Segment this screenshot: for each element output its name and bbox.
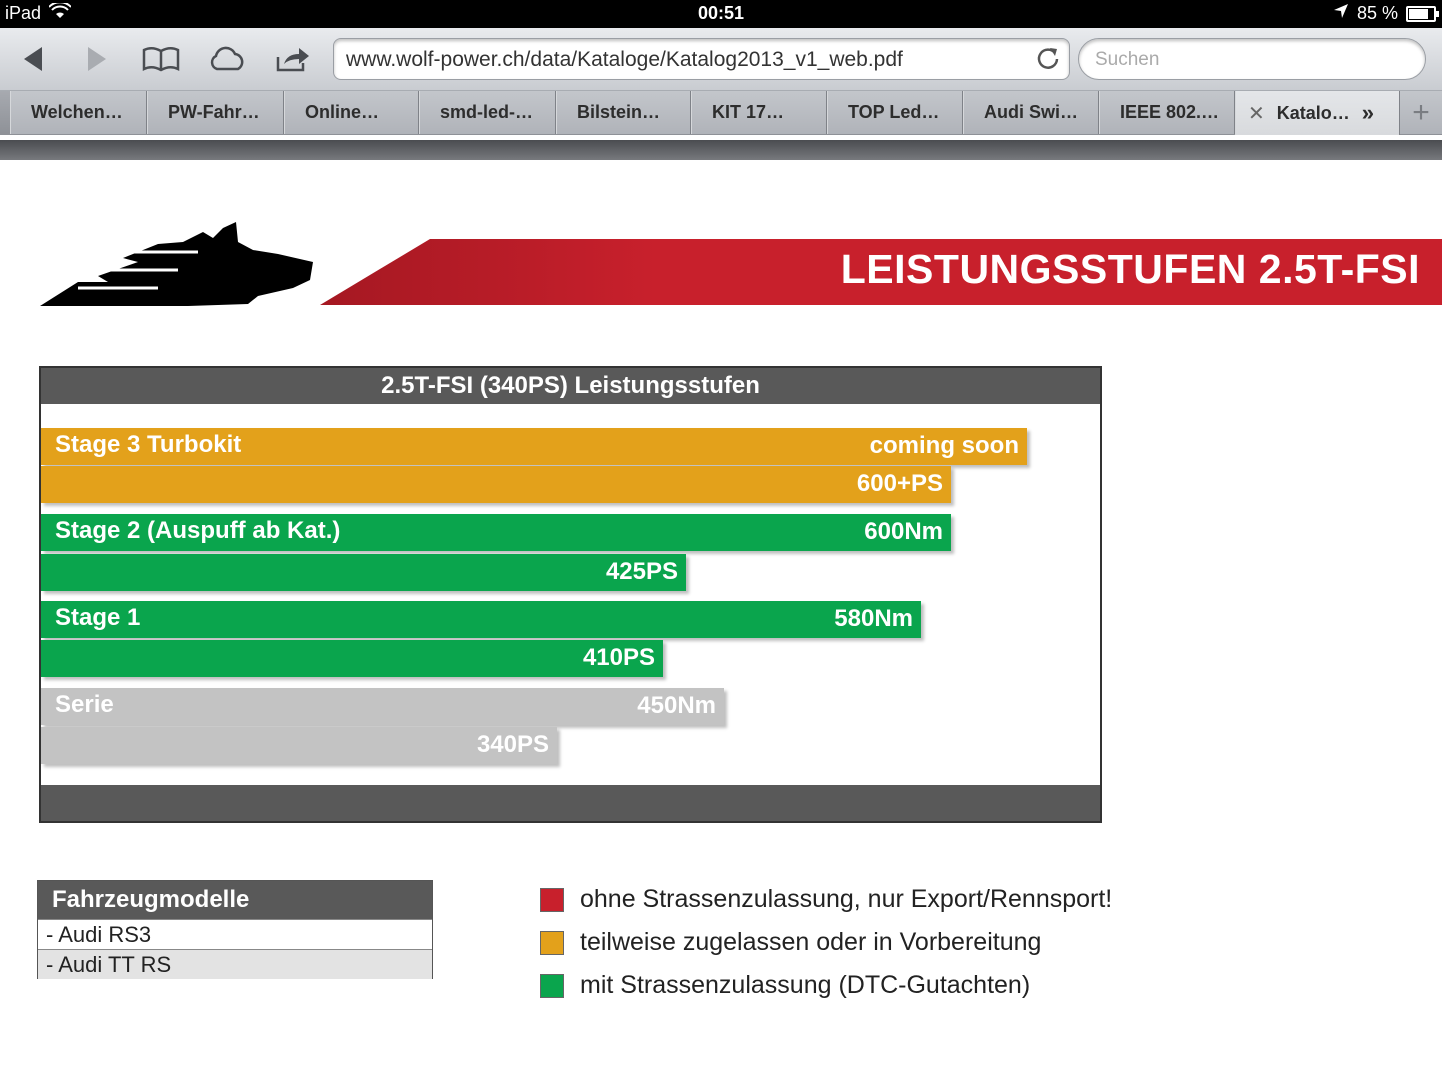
bar-value-label: 580Nm [834,605,913,632]
tab[interactable]: Welchen… [10,91,147,134]
chart-bar: 340PS [41,727,557,764]
tab-label: Online… [305,102,380,122]
tab[interactable]: Audi Swi… [963,91,1099,134]
icloud-tabs-button[interactable] [206,40,248,78]
clock: 00:51 [697,3,745,23]
legend-item: ohne Strassenzulassung, nur Export/Renns… [540,878,1112,921]
tab[interactable]: smd-led-… [419,91,556,134]
bar-value-label: 450Nm [637,692,716,719]
tab-label: TOP Led… [848,102,940,122]
device-name: iPad [5,3,42,23]
tab[interactable]: IEEE 802.… [1099,91,1235,134]
tab-label: Audi Swi… [984,102,1078,122]
power-chart: 2.5T-FSI (340PS) Leistungsstufen Stage 3… [39,366,1102,823]
tab-label: KIT 17… [712,102,785,122]
model-item: - Audi RS3 [38,919,432,949]
models-title: Fahrzeugmodelle [38,881,432,919]
legend: ohne Strassenzulassung, nur Export/Renns… [540,878,1112,1007]
chart-bar: Stage 3 Turbokit coming soon [41,428,1027,465]
plus-icon: + [1412,95,1430,129]
bar-value-label: 600+PS [856,470,943,497]
search-field[interactable] [1078,38,1426,80]
bar-value-label: 425PS [605,558,678,585]
wifi-icon [48,1,72,24]
tab[interactable]: Online… [284,91,419,134]
legend-item: teilweise zugelassen oder in Vorbereitun… [540,921,1112,964]
cloud-icon [210,46,244,71]
chart-bar: Serie 450Nm [41,688,724,725]
page-top-strip [0,140,1442,160]
page-title: LEISTUNGSSTUFEN 2.5T-FSI [840,246,1420,292]
location-arrow-icon [1333,3,1349,24]
legend-text: teilweise zugelassen oder in Vorbereitun… [580,928,1042,956]
chart-bar: 410PS [41,640,663,677]
legend-swatch-orange [540,930,564,955]
bar-value-label: 600Nm [864,518,943,545]
battery-icon [1406,5,1439,22]
status-left: iPad [5,1,72,24]
bar-label: Stage 1 [55,604,141,631]
legend-swatch-green [540,973,564,998]
status-right: 85 % [1333,3,1439,24]
bookmarks-button[interactable] [140,40,182,78]
status-bar: iPad 00:51 85 % [0,0,1442,28]
tab-label: Welchen… [31,102,123,122]
share-icon [276,48,309,72]
chevron-right-double-icon[interactable]: » [1361,100,1375,125]
tab-label: PW-Fahr… [168,102,260,122]
bar-label: Serie [55,691,114,718]
vehicle-models-box: Fahrzeugmodelle - Audi RS3 - Audi TT RS [37,880,433,979]
back-arrow-icon [24,47,42,71]
bar-value-label: coming soon [869,432,1019,459]
bar-value-label: 410PS [582,644,655,671]
bar-label: Stage 2 (Auspuff ab Kat.) [55,517,341,544]
tab[interactable]: TOP Led… [827,91,963,134]
address-bar-url: www.wolf-power.ch/data/Kataloge/Katalog2… [346,48,903,71]
legend-item: mit Strassenzulassung (DTC-Gutachten) [540,964,1112,1007]
battery-level [1409,8,1428,19]
back-button[interactable] [12,40,54,78]
chart-footer [41,785,1100,821]
forward-arrow-icon [88,47,106,71]
share-button[interactable] [272,40,314,78]
model-item: - Audi TT RS [38,949,432,979]
tab-bar: Welchen… PW-Fahr… Online… smd-led-… Bils… [0,91,1442,135]
battery-percent: 85 % [1356,3,1398,23]
reload-icon[interactable] [1035,45,1061,71]
chart-bar: 425PS [41,554,686,591]
tab[interactable]: PW-Fahr… [147,91,284,134]
bar-label: Stage 3 Turbokit [55,431,242,458]
tab-label: smd-led-… [440,102,534,122]
close-tab-icon[interactable]: ✕ [1248,102,1265,125]
wolf-logo [38,222,318,315]
search-input[interactable] [1093,47,1417,73]
tab-label: Bilstein… [577,102,661,122]
tab[interactable]: Bilstein… [556,91,691,134]
legend-text: ohne Strassenzulassung, nur Export/Renns… [580,885,1113,913]
chart-bar: Stage 1 580Nm [41,601,921,638]
tab[interactable]: KIT 17… [691,91,827,134]
legend-text: mit Strassenzulassung (DTC-Gutachten) [580,971,1031,999]
chart-bar: 600+PS [41,466,951,503]
tab-label: Katalo… [1276,102,1350,123]
chart-title: 2.5T-FSI (340PS) Leistungsstufen [41,368,1100,404]
address-bar[interactable]: www.wolf-power.ch/data/Kataloge/Katalog2… [333,38,1070,80]
bar-value-label: 340PS [476,731,549,758]
title-banner [320,239,1442,305]
new-tab-button[interactable]: + [1400,91,1442,134]
legend-swatch-red [540,887,564,912]
browser-toolbar: www.wolf-power.ch/data/Kataloge/Katalog2… [0,28,1442,91]
chart-bar: Stage 2 (Auspuff ab Kat.) 600Nm [41,514,951,551]
tab-label: IEEE 802.… [1120,102,1220,122]
tab-active[interactable]: ✕ Katalo… » [1235,91,1400,135]
forward-button[interactable] [76,40,118,78]
book-icon [142,47,180,72]
